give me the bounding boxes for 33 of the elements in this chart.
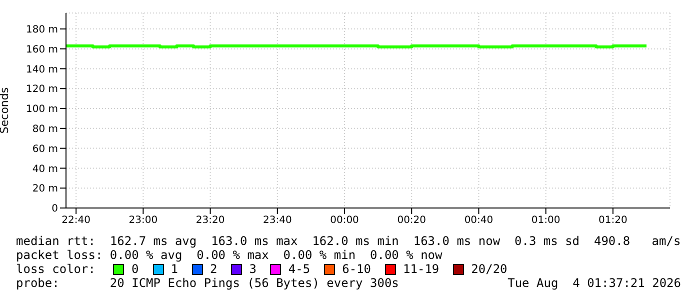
- y-tick-label: 120 m: [26, 84, 58, 96]
- legend-label: 1: [170, 262, 178, 276]
- y-tick-label: 80 m: [32, 124, 58, 135]
- y-tick-label: 140 m: [26, 64, 58, 76]
- legend-label: 4-5: [288, 262, 310, 276]
- y-tick-label: 40 m: [32, 164, 58, 175]
- x-tick-label: 01:20: [598, 215, 628, 226]
- x-tick-label: 22:40: [62, 215, 90, 226]
- y-tick-label: 180 m: [26, 24, 58, 36]
- text: probe: 20 ICMP Echo Pings (56 Bytes) every 300s: [16, 276, 399, 290]
- y-tick-label: 100 m: [26, 104, 58, 116]
- x-tick-label: 00:40: [464, 215, 494, 226]
- y-tick-label: 160 m: [26, 44, 58, 56]
- x-tick-label: 23:40: [262, 215, 292, 226]
- text: packet loss: 0.00 % avg 0.00 % max 0.00 % min 0.00 % now: [16, 248, 442, 262]
- legend-label: 6-10: [342, 262, 372, 276]
- text: median rtt: 162.7 ms avg 163.0 ms max 162.0 ms min 163.0 ms now 0.3 ms sd 490.8 am/s: [16, 234, 681, 248]
- x-tick-label: 00:00: [330, 215, 359, 226]
- y-axis-title: Seconds: [0, 87, 11, 134]
- legend-label: 20/20: [471, 262, 508, 276]
- x-tick-label: 00:20: [397, 215, 426, 226]
- legend-label: 2: [210, 262, 218, 276]
- y-tick-label: 0: [52, 204, 58, 215]
- legend-label: 0: [131, 262, 139, 276]
- y-tick-label: 20 m: [32, 184, 58, 195]
- text: loss color:: [16, 262, 96, 276]
- legend-label: 11-19: [403, 262, 440, 276]
- legend-label: 3: [249, 262, 256, 276]
- x-tick-label: 01:00: [531, 215, 560, 226]
- x-tick-label: 23:20: [196, 215, 225, 226]
- y-tick-label: 60 m: [32, 144, 58, 155]
- text: Tue Aug 4 01:37:21 2026: [508, 276, 681, 290]
- x-tick-label: 23:00: [128, 215, 158, 226]
